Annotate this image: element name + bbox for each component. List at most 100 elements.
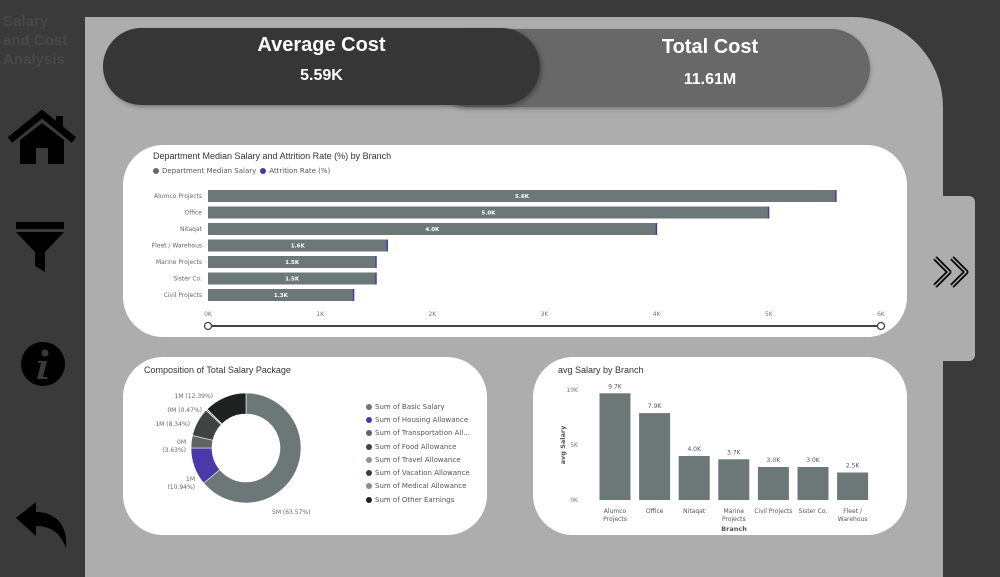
- donut-data-label: 0M: [177, 439, 186, 446]
- back-arrow-icon[interactable]: [14, 500, 70, 550]
- bar-data-label: 1.3K: [274, 293, 289, 299]
- donut-data-label: 1M: [186, 476, 195, 483]
- legend-dot: [366, 456, 372, 463]
- bar: [208, 190, 837, 202]
- legend-dot: [260, 168, 267, 174]
- x-tick-label: Marine: [724, 508, 745, 515]
- average-cost-label: Average Cost: [257, 34, 386, 56]
- bar: [208, 256, 377, 268]
- x-tick-label: Office: [646, 508, 664, 515]
- range-slider-handle[interactable]: [203, 321, 213, 331]
- x-tick-label: 5K: [765, 311, 774, 318]
- legend-item[interactable]: Sum of Basic Salary: [366, 400, 470, 413]
- legend-dot: [153, 168, 159, 174]
- x-tick-label: Alumco: [604, 508, 627, 515]
- bar-data-label: 3.0K: [806, 457, 821, 464]
- legend-item[interactable]: Sum of Other Earnings: [366, 493, 470, 506]
- legend-item[interactable]: Sum of Transportation All...: [366, 427, 470, 440]
- donut-slice: [206, 392, 247, 425]
- legend-label: Sum of Basic Salary: [375, 402, 445, 411]
- donut-data-label: 5M (63.57%): [272, 509, 310, 516]
- bar: [718, 459, 750, 500]
- x-tick-label: 6K: [877, 311, 886, 318]
- donut-slice: [203, 392, 302, 504]
- legend-dot: [366, 416, 372, 423]
- total-cost-label: Total Cost: [661, 36, 759, 58]
- bar-data-label: 4.0K: [425, 227, 440, 233]
- bar-data-label: 1.5K: [285, 260, 300, 266]
- bar: [208, 239, 388, 252]
- bar: [208, 272, 377, 285]
- bar: [208, 223, 657, 235]
- y-tick-label: 10K: [566, 387, 579, 394]
- bar-data-label: 4.0K: [687, 446, 702, 453]
- donut-data-label: (10.94%): [167, 484, 195, 491]
- y-tick-label: 0K: [570, 497, 579, 504]
- donut-data-label: 0M (0.47%): [167, 407, 202, 414]
- bar-data-label: 5.6K: [515, 194, 530, 200]
- bar-category-label: Alumco Projects: [154, 193, 202, 200]
- legend-dot: [366, 403, 372, 410]
- chart-title: Composition of Total Salary Package: [144, 365, 291, 375]
- bar-category-label: Marine Projects: [156, 259, 202, 266]
- legend-dot: [366, 483, 372, 490]
- legend-label: Sum of Vacation Allowance: [375, 469, 470, 478]
- legend-item[interactable]: Sum of Vacation Allowance: [366, 466, 470, 479]
- x-tick-label: Projects: [603, 516, 627, 523]
- chart-title: Department Median Salary and Attrition R…: [153, 151, 392, 161]
- legend-item[interactable]: Attrition Rate (%): [260, 167, 330, 175]
- attrition-mark: [835, 190, 837, 202]
- salary-package-chart-card: Composition of Total Salary Package Sum …: [123, 357, 487, 535]
- x-tick-label: 0K: [204, 311, 213, 318]
- x-tick-label: 3K: [541, 311, 550, 318]
- y-axis-label: avg Salary: [559, 425, 567, 464]
- bar-category-label: Nitaqat: [180, 226, 203, 233]
- x-tick-label: Civil Projects: [754, 508, 792, 515]
- bar: [797, 467, 829, 500]
- legend-item[interactable]: Department Median Salary: [153, 167, 256, 175]
- y-tick-label: 5K: [570, 442, 579, 449]
- x-tick-label: 4K: [653, 311, 662, 318]
- bar-data-label: 3.0K: [767, 457, 782, 464]
- x-tick-label: Sister Co.: [799, 508, 828, 515]
- x-axis-label: Branch: [721, 525, 747, 533]
- donut-legend: Sum of Basic Salary Sum of Housing Allowa…: [366, 400, 470, 506]
- legend-item[interactable]: Sum of Medical Allowance: [366, 480, 470, 493]
- average-cost-card: Average Cost 5.59K: [103, 28, 540, 105]
- home-icon[interactable]: [8, 110, 76, 166]
- bar: [208, 289, 354, 301]
- bar-data-label: 5.0K: [481, 211, 496, 217]
- bar-data-label: 1.6K: [291, 244, 306, 250]
- bar-category-label: Sister Co.: [173, 276, 202, 283]
- bar: [678, 456, 710, 500]
- legend-dot: [366, 496, 372, 503]
- attrition-mark: [375, 256, 377, 268]
- median-salary-bar-chart: Alumco Projects 5.6K Office 5.0K Nitaqat 4.0K…: [152, 190, 886, 331]
- legend-item[interactable]: Sum of Food Allowance: [366, 440, 470, 453]
- bar-data-label: 9.7K: [608, 383, 623, 390]
- legend-label: Sum of Housing Allowance: [375, 415, 469, 424]
- legend-label: Sum of Travel Allowance: [375, 455, 461, 464]
- legend-item[interactable]: Sum of Travel Allowance: [366, 453, 470, 466]
- donut-data-label: 1M (12.39%): [175, 393, 213, 400]
- double-chevron-right-icon[interactable]: [932, 255, 974, 289]
- legend-label: Attrition Rate (%): [269, 167, 331, 175]
- attrition-mark: [655, 223, 658, 235]
- bar-category-label: Office: [184, 210, 202, 217]
- avg-salary-chart-card: avg Salary by Branch: [533, 357, 907, 535]
- attrition-mark: [352, 289, 355, 301]
- chart-legend: Department Median Salary Attrition Rate …: [153, 167, 330, 175]
- bar: [639, 413, 671, 500]
- x-tick-label: Projects: [722, 516, 746, 523]
- filter-icon[interactable]: [14, 220, 66, 274]
- bar: [837, 472, 869, 500]
- bar-category-label: Civil Projects: [164, 292, 202, 299]
- attrition-mark: [375, 272, 377, 285]
- legend-dot: [366, 430, 372, 437]
- range-slider-handle[interactable]: [876, 321, 886, 331]
- donut-data-label: 1M (8.34%): [155, 421, 190, 428]
- legend-item[interactable]: Sum of Housing Allowance: [366, 413, 470, 426]
- x-tick-label: Nitaqat: [683, 508, 706, 515]
- info-icon[interactable]: [20, 341, 66, 387]
